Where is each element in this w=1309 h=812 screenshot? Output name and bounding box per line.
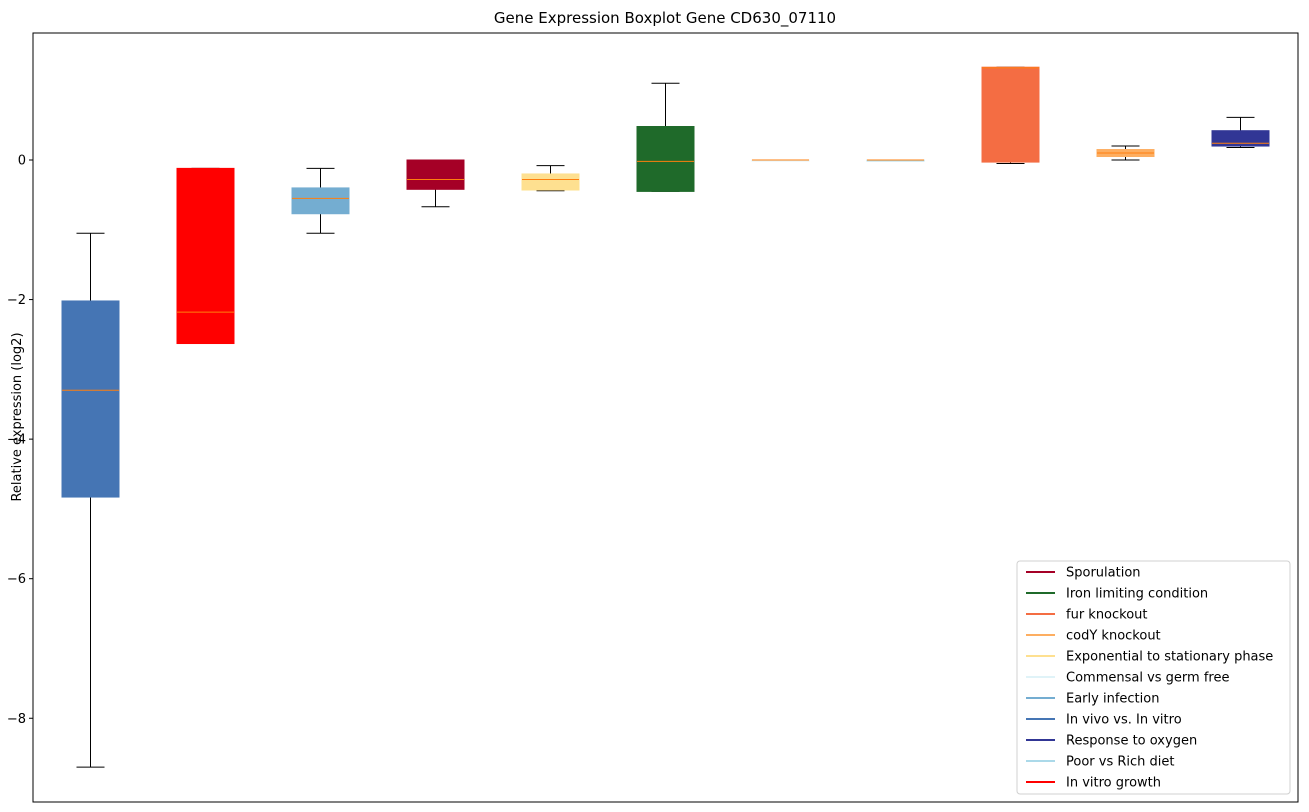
box-body xyxy=(636,126,695,192)
legend-label: Sporulation xyxy=(1066,566,1141,581)
legend-label: Response to oxygen xyxy=(1066,734,1197,749)
box-2 xyxy=(176,167,235,345)
box-body xyxy=(981,66,1040,163)
plot-frame xyxy=(32,32,1299,803)
legend-item: Response to oxygen xyxy=(1026,734,1197,749)
box-7 xyxy=(751,159,810,162)
legend-label: In vivo vs. In vitro xyxy=(1066,713,1182,728)
legend-item: Early infection xyxy=(1026,692,1159,707)
legend-label: Poor vs Rich diet xyxy=(1066,755,1174,770)
legend-label: codY knockout xyxy=(1066,629,1161,644)
box-body xyxy=(521,173,580,191)
y-tick-label: 0 xyxy=(18,154,26,169)
legend-label: Iron limiting condition xyxy=(1066,587,1208,602)
box-body xyxy=(176,167,235,345)
legend-item: codY knockout xyxy=(1026,629,1161,644)
legend-item: Commensal vs germ free xyxy=(1026,671,1229,686)
legend-label: Early infection xyxy=(1066,692,1159,707)
box-4 xyxy=(406,159,465,208)
box-9 xyxy=(981,66,1040,164)
box-10 xyxy=(1096,145,1155,161)
legend-item: Poor vs Rich diet xyxy=(1026,755,1174,770)
box-body xyxy=(291,187,350,215)
y-tick-label: −2 xyxy=(7,293,26,308)
legend-item: In vivo vs. In vitro xyxy=(1026,713,1182,728)
box-1 xyxy=(61,232,120,768)
box-6 xyxy=(636,82,695,192)
legend: Sporulation Iron limiting condition fur kn… xyxy=(1016,560,1291,795)
legend-label: Commensal vs germ free xyxy=(1066,671,1229,686)
legend-label: In vitro growth xyxy=(1066,776,1161,791)
y-tick-label: −6 xyxy=(7,572,26,587)
box-body xyxy=(406,159,465,190)
y-axis-title: Relative expression (log2) xyxy=(10,332,25,501)
box-11 xyxy=(1211,116,1270,148)
legend-item: In vitro growth xyxy=(1026,776,1161,791)
legend-frame xyxy=(1016,560,1291,795)
box-8 xyxy=(866,159,925,162)
box-body xyxy=(1211,130,1270,147)
legend-label: Exponential to stationary phase xyxy=(1066,650,1273,665)
chart-title: Gene Expression Boxplot Gene CD630_07110 xyxy=(494,9,836,28)
box-body xyxy=(61,300,120,498)
legend-item: Iron limiting condition xyxy=(1026,587,1208,602)
y-tick-label: −4 xyxy=(7,433,26,448)
y-axis: 0 −2 −4 −6 −8 xyxy=(7,154,33,727)
legend-item: fur knockout xyxy=(1026,608,1148,623)
boxes-group xyxy=(61,66,1270,768)
legend-item: Sporulation xyxy=(1026,566,1141,581)
legend-label: fur knockout xyxy=(1066,608,1148,623)
y-tick-label: −8 xyxy=(7,712,26,727)
legend-item: Exponential to stationary phase xyxy=(1026,650,1273,665)
box-5 xyxy=(521,165,580,192)
box-3 xyxy=(291,167,350,234)
